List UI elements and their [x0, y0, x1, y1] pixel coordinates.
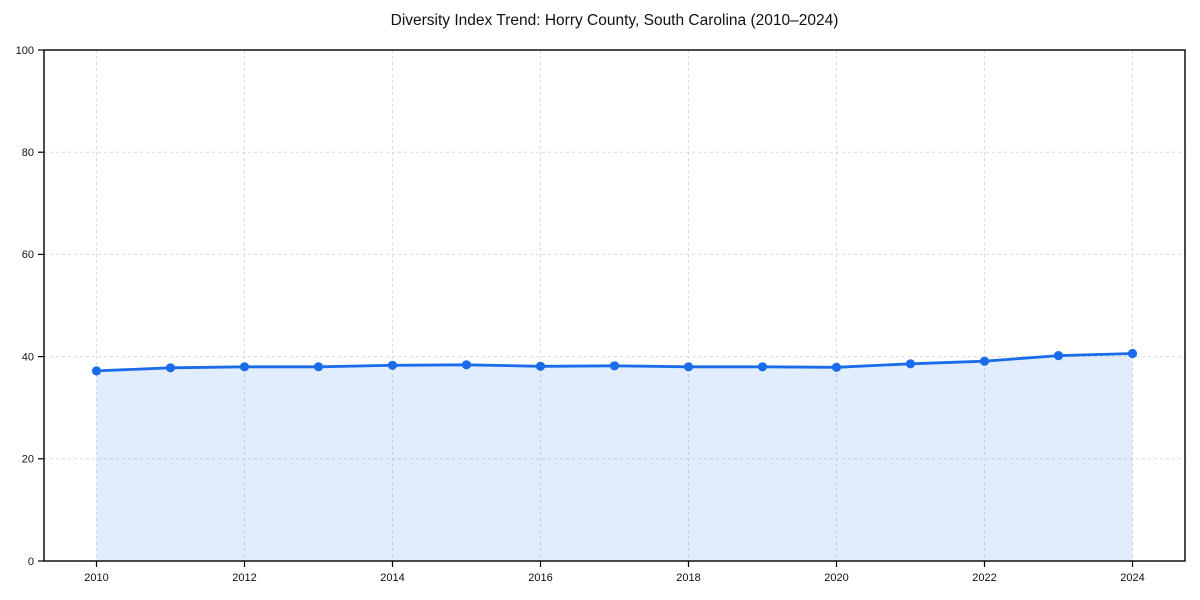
data-point — [683, 362, 694, 372]
data-point — [239, 362, 250, 372]
y-axis-tick-label: 60 — [22, 249, 34, 261]
data-point — [831, 362, 842, 372]
data-point — [91, 366, 102, 376]
y-axis-tick-label: 100 — [16, 45, 34, 57]
data-point — [313, 362, 324, 372]
data-point — [757, 362, 768, 372]
y-axis-tick-label: 40 — [22, 351, 34, 363]
area-fill — [96, 353, 1133, 561]
data-point — [905, 359, 916, 369]
data-point — [387, 360, 398, 370]
y-axis-tick-label: 80 — [22, 147, 34, 159]
x-axis-tick-label: 2018 — [676, 572, 700, 584]
y-axis-tick-label: 0 — [28, 556, 34, 568]
data-point — [1053, 351, 1064, 361]
x-axis-tick-label: 2014 — [380, 572, 404, 584]
data-point — [979, 356, 990, 366]
x-axis-tick-label: 2016 — [528, 572, 552, 584]
x-axis-tick-label: 2022 — [972, 572, 996, 584]
data-point — [535, 361, 546, 371]
data-point — [1127, 348, 1138, 359]
y-axis-tick-label: 20 — [22, 454, 34, 466]
x-axis-tick-label: 2012 — [232, 572, 256, 584]
plot-border — [43, 49, 1186, 562]
x-axis-tick-label: 2010 — [84, 572, 108, 584]
data-point — [165, 363, 176, 373]
x-axis-tick-label: 2020 — [824, 572, 848, 584]
data-point — [461, 360, 472, 370]
x-axis-tick-label: 2024 — [1120, 572, 1144, 584]
data-point — [609, 361, 620, 371]
chart-title: Diversity Index Trend: Horry County, Sou… — [390, 12, 839, 29]
